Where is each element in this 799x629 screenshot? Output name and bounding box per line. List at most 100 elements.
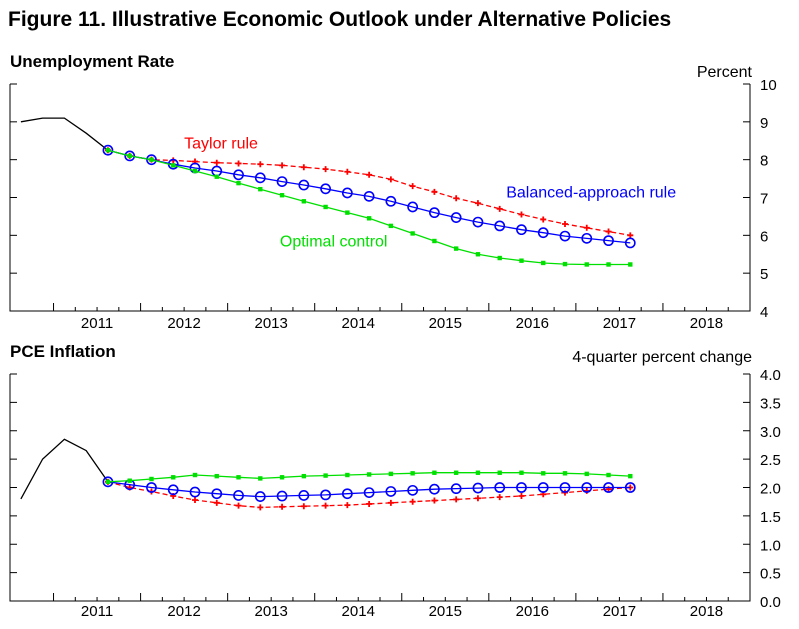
data-point-balanced: [320, 183, 331, 195]
data-point-taylor: [496, 205, 503, 212]
data-point-balanced: [450, 212, 462, 223]
data-point-taylor: [474, 495, 481, 502]
data-point-taylor: [235, 160, 242, 167]
data-point-optimal: [606, 472, 611, 478]
data-point-taylor: [431, 188, 438, 195]
data-point-taylor: [279, 162, 286, 169]
data-point-taylor: [366, 171, 373, 178]
data-point-optimal: [541, 471, 546, 476]
y-tick-label: 6: [760, 228, 768, 245]
data-point-balanced: [603, 235, 614, 247]
x-tick-label: 2015: [429, 315, 462, 332]
data-point-balanced: [363, 487, 375, 499]
data-point-balanced: [516, 482, 527, 493]
data-point-optimal: [149, 157, 154, 162]
series-annotation-balanced: Balanced-approach rule: [506, 185, 676, 202]
data-point-taylor: [409, 183, 416, 190]
data-point-taylor: [300, 164, 307, 171]
data-point-balanced: [624, 482, 636, 493]
data-point-balanced: [494, 482, 506, 493]
y-tick-label: 3.0: [760, 424, 781, 441]
data-point-balanced: [298, 179, 310, 191]
data-point-optimal: [323, 473, 328, 478]
x-tick-label: 2016: [516, 603, 549, 620]
data-point-optimal: [236, 475, 241, 480]
data-point-taylor: [562, 220, 568, 227]
data-point-taylor: [235, 502, 242, 509]
data-point-balanced: [167, 484, 179, 496]
data-point-optimal: [192, 168, 198, 174]
data-point-balanced: [472, 216, 484, 228]
figure-title: Figure 11. Illustrative Economic Outlook…: [8, 8, 672, 31]
data-point-taylor: [279, 503, 286, 510]
data-point-optimal: [366, 472, 372, 477]
data-point-balanced: [341, 488, 353, 500]
data-point-balanced: [341, 187, 353, 199]
series-line-history: [20, 438, 109, 500]
data-point-optimal: [171, 475, 176, 480]
data-point-optimal: [432, 238, 437, 244]
y-tick-label: 2.5: [760, 452, 781, 469]
y-tick-label: 9: [760, 115, 768, 132]
y-tick-label: 1.0: [760, 537, 781, 554]
data-point-taylor: [213, 499, 220, 506]
data-point-balanced: [407, 201, 419, 213]
data-point-optimal: [279, 193, 285, 198]
data-point-optimal: [105, 148, 111, 153]
data-point-balanced: [189, 486, 201, 498]
chart-panel-1: PCE Inflation 4-quarter percent change 0.0…: [9, 342, 781, 620]
data-point-balanced: [276, 176, 288, 188]
chart-panel-0: Unemployment Rate Percent 4 5 6 7 8 9 10 2011 2012…: [9, 52, 777, 332]
data-point-taylor: [300, 503, 307, 510]
y-tick-label: 0.5: [760, 566, 781, 583]
data-point-optimal: [323, 204, 328, 210]
series-annotation-optimal: Optimal control: [280, 234, 388, 251]
data-point-taylor: [540, 216, 547, 223]
data-point-balanced: [537, 227, 549, 239]
data-point-optimal: [345, 472, 350, 478]
data-point-balanced: [385, 486, 397, 497]
y-tick-label: 4.0: [760, 367, 781, 384]
data-point-optimal: [127, 153, 132, 159]
x-tick-label: 2011: [81, 315, 113, 332]
data-point-balanced: [450, 483, 462, 495]
data-point-optimal: [192, 472, 198, 478]
y-axis-unit-label: Percent: [697, 64, 753, 81]
data-point-balanced: [254, 172, 266, 184]
data-point-optimal: [236, 180, 241, 186]
series-line-balanced: [107, 481, 631, 498]
data-point-optimal: [475, 470, 481, 475]
series-line-history: [20, 117, 109, 151]
data-point-taylor: [496, 494, 503, 501]
x-tick-label: 2015: [429, 603, 462, 620]
data-point-optimal: [149, 476, 154, 482]
data-point-taylor: [409, 498, 416, 505]
x-tick-label: 2018: [690, 603, 723, 620]
data-point-balanced: [559, 230, 571, 242]
data-point-taylor: [344, 168, 351, 175]
data-point-taylor: [322, 502, 329, 509]
data-point-balanced: [363, 190, 375, 202]
data-point-balanced: [233, 169, 244, 181]
data-point-taylor: [431, 497, 438, 504]
data-point-balanced: [429, 207, 440, 219]
data-point-balanced: [581, 482, 593, 493]
data-point-optimal: [258, 186, 263, 192]
data-point-optimal: [301, 473, 307, 479]
data-point-optimal: [366, 216, 372, 221]
panel-title: PCE Inflation: [10, 342, 116, 361]
data-point-balanced: [559, 482, 571, 493]
data-point-optimal: [606, 262, 611, 267]
data-point-taylor: [192, 496, 198, 503]
data-point-balanced: [211, 488, 223, 500]
data-point-balanced: [581, 232, 593, 244]
data-point-optimal: [127, 478, 132, 483]
data-point-optimal: [497, 470, 502, 475]
data-point-optimal: [388, 223, 394, 229]
data-point-balanced: [298, 490, 310, 501]
x-tick-label: 2011: [81, 603, 113, 620]
x-tick-label: 2017: [603, 315, 636, 332]
data-point-taylor: [518, 211, 525, 218]
data-point-optimal: [258, 476, 263, 481]
